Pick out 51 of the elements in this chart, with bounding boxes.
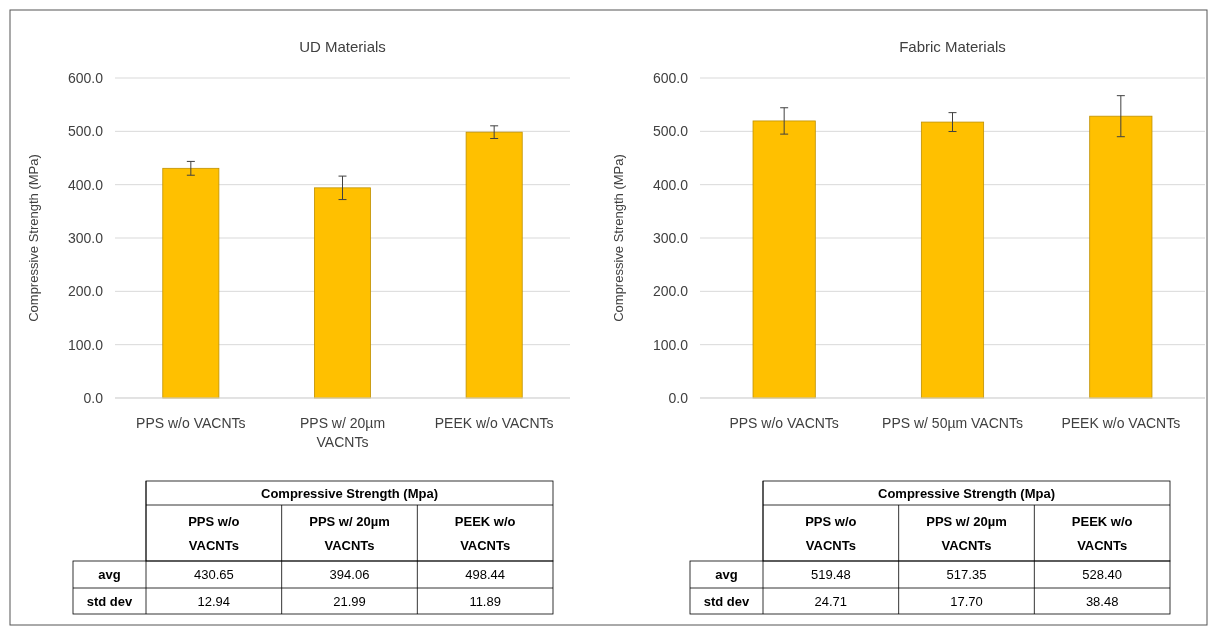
y-axis-title: Compressive Strength (MPa) — [611, 154, 626, 322]
text: PPS w/o VACNTs — [805, 514, 857, 553]
bar — [465, 131, 523, 399]
y-tick-label: 100.0 — [67, 336, 104, 353]
y-tick-label: 400.0 — [652, 176, 689, 193]
text: 11.89 — [469, 594, 501, 609]
y-tick-label: 0.0 — [83, 390, 104, 406]
y-tick-label: 600.0 — [652, 70, 689, 86]
chart-title: UD Materials — [299, 38, 386, 55]
text: std dev — [703, 594, 751, 609]
text: 17.70 — [950, 594, 983, 609]
data-label: 430.65 — [193, 567, 234, 582]
y-tick-label: 300.0 — [652, 230, 689, 246]
text: 21.99 — [333, 594, 366, 609]
data-label: 528.40 — [1082, 567, 1123, 582]
text: PEEK w/o VACNTs — [1071, 514, 1133, 553]
y-tick-label: 0.0 — [668, 390, 689, 406]
y-tick-label: 100.0 — [652, 336, 689, 353]
x-tick-label: PPS w/ 20µm VACNTs — [299, 415, 386, 450]
text: PPS w/ 20µm VACNTs — [309, 514, 390, 553]
chart-title: Fabric Materials — [899, 38, 1006, 55]
text: 12.94 — [197, 594, 231, 609]
y-tick-label: 500.0 — [67, 123, 104, 140]
y-axis-title: Compressive Strength (MPa) — [26, 154, 41, 322]
text: PPS w/ 20µm VACNTs — [926, 514, 1007, 553]
text: PEEK w/o VACNTs — [454, 514, 516, 553]
text: 24.71 — [814, 594, 848, 609]
data-label: 517.35 — [946, 567, 987, 582]
y-tick-label: 200.0 — [67, 283, 104, 300]
y-tick-label: 400.0 — [67, 176, 104, 193]
x-tick-label: PEEK w/o VACNTs — [1061, 415, 1181, 431]
data-label: 498.44 — [465, 567, 506, 582]
x-tick-label: PEEK w/o VACNTs — [434, 415, 554, 431]
text: avg — [715, 567, 738, 582]
text: std dev — [86, 594, 134, 609]
text: Compressive Strength (Mpa) — [261, 486, 438, 501]
text: avg — [98, 567, 121, 582]
x-tick-label: PPS w/o VACNTs — [729, 415, 839, 431]
data-label: 519.48 — [810, 567, 851, 582]
y-tick-label: 500.0 — [652, 123, 689, 140]
x-tick-label: PPS w/o VACNTs — [136, 415, 246, 431]
y-tick-label: 600.0 — [67, 70, 104, 86]
text: 38.48 — [1085, 594, 1119, 609]
data-label: 394.06 — [329, 567, 370, 582]
text: Compressive Strength (Mpa) — [878, 486, 1055, 501]
bar — [162, 167, 220, 399]
bar — [314, 187, 371, 399]
x-tick-label: PPS w/ 50µm VACNTs — [882, 415, 1023, 431]
y-tick-label: 300.0 — [67, 230, 104, 246]
text: PPS w/o VACNTs — [188, 514, 240, 553]
y-tick-label: 200.0 — [652, 283, 689, 300]
